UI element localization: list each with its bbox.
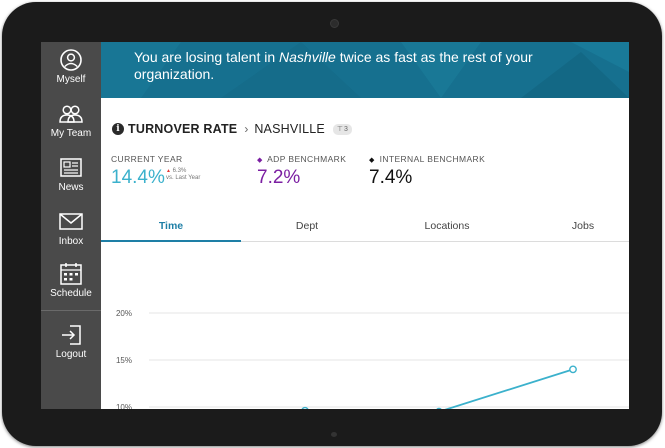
sidebar-item-label: News: [58, 182, 84, 193]
metric-label: ◆ INTERNAL BENCHMARK: [369, 154, 486, 164]
metric-value: 7.2%: [257, 167, 301, 188]
y-tick-label: 15%: [116, 356, 132, 365]
banner-message: You are losing talent in Nashville twice…: [134, 49, 533, 82]
data-point-current[interactable]: [301, 406, 309, 409]
breadcrumb-chevron-icon: ›: [244, 122, 249, 136]
delta-note: vs. Last Year: [166, 175, 201, 181]
team-icon: [59, 105, 83, 123]
series-line-current: [444, 368, 574, 409]
metric-delta: ▲ 6.3% vs. Last Year: [166, 168, 201, 181]
diamond-icon: ◆: [257, 157, 263, 164]
home-indicator: [331, 432, 337, 437]
tab-time[interactable]: Time: [101, 214, 241, 242]
view-tabs: Time Dept Locations Jobs: [101, 214, 629, 242]
filter-icon: ⊤: [336, 125, 344, 133]
logout-icon: [62, 325, 81, 345]
data-point-current[interactable]: [569, 365, 577, 374]
sidebar-item-label: Schedule: [50, 288, 92, 299]
metric-label: CURRENT YEAR: [111, 154, 183, 164]
metric-value: 14.4%: [111, 167, 165, 188]
page-title: TURNOVER RATE: [128, 122, 238, 136]
metric-adp-benchmark: ◆ ADP BENCHMARK 7.2%: [257, 154, 346, 189]
calendar-icon: [60, 263, 82, 285]
sidebar-item-myself[interactable]: Myself: [41, 44, 101, 98]
sidebar-item-schedule[interactable]: Schedule: [41, 258, 101, 312]
newspaper-icon: [60, 158, 82, 177]
breadcrumb-location[interactable]: NASHVILLE: [254, 122, 325, 136]
turnover-chart: 20% 15% 10%: [101, 242, 629, 409]
info-icon[interactable]: i: [112, 123, 124, 135]
diamond-icon: ◆: [369, 157, 375, 164]
line-chart: 20% 15% 10%: [116, 309, 629, 410]
up-arrow-icon: ▲: [166, 168, 171, 174]
banner-pattern: [101, 42, 629, 98]
sidebar-item-label: Myself: [56, 74, 86, 85]
filter-badge[interactable]: ⊤ 3: [332, 123, 352, 135]
sidebar-item-label: Logout: [55, 349, 87, 360]
app-screen: Myself My Team: [41, 42, 629, 409]
banner-location: Nashville: [279, 49, 336, 65]
sidebar: Myself My Team: [41, 42, 101, 409]
envelope-icon: [59, 213, 83, 230]
sidebar-item-news[interactable]: News: [41, 152, 101, 206]
metric-label: ◆ ADP BENCHMARK: [257, 154, 347, 164]
metric-internal-benchmark: ◆ INTERNAL BENCHMARK 7.4%: [369, 154, 485, 189]
sidebar-item-logout[interactable]: Logout: [41, 319, 101, 373]
y-tick-label: 10%: [116, 403, 132, 409]
insight-banner: You are losing talent in Nashville twice…: [101, 42, 629, 98]
sidebar-divider: [41, 310, 101, 311]
sidebar-item-inbox[interactable]: Inbox: [41, 206, 101, 260]
tab-dept[interactable]: Dept: [295, 220, 319, 232]
filter-count: 3: [344, 125, 348, 133]
data-point-current[interactable]: [436, 407, 442, 410]
page-header: i TURNOVER RATE › NASHVILLE ⊤ 3: [112, 120, 352, 138]
tab-jobs[interactable]: Jobs: [571, 220, 595, 232]
person-circle-icon: [60, 49, 82, 71]
tab-locations[interactable]: Locations: [424, 220, 470, 232]
sidebar-item-my-team[interactable]: My Team: [41, 98, 101, 152]
sidebar-item-label: Inbox: [58, 236, 84, 247]
metric-current-year: CURRENT YEAR 14.4% ▲ 6.3% vs. Last Year: [111, 154, 200, 189]
metric-value: 7.4%: [369, 167, 413, 188]
sidebar-item-label: My Team: [50, 128, 92, 139]
y-tick-label: 20%: [116, 309, 132, 318]
camera-icon: [330, 19, 339, 28]
